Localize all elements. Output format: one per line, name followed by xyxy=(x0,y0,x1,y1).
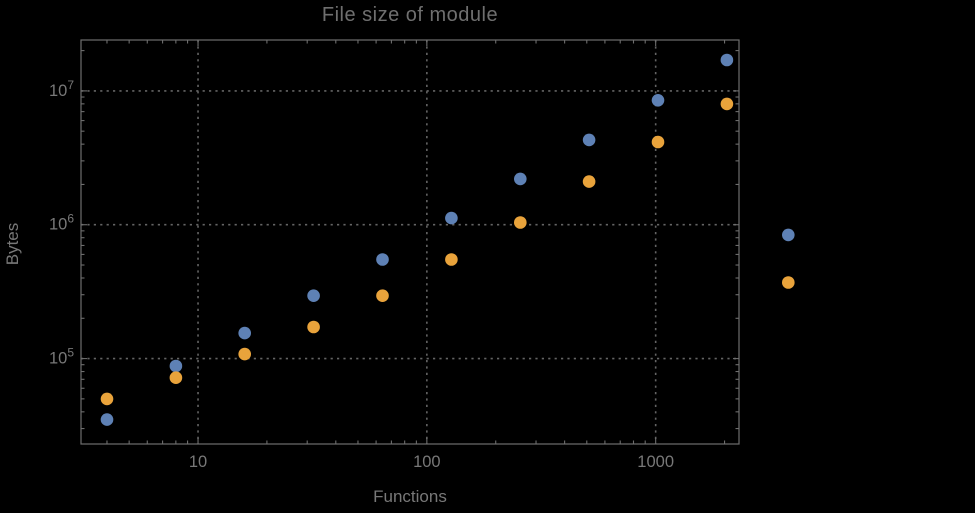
data-point xyxy=(376,253,389,266)
chart-title: File size of module xyxy=(321,4,499,26)
data-point xyxy=(307,289,320,303)
data-point xyxy=(782,276,795,289)
data-point xyxy=(582,175,596,188)
data-point xyxy=(445,211,458,225)
grid-lines xyxy=(81,40,739,444)
y-tick-label: 106 xyxy=(49,212,74,234)
data-point xyxy=(445,253,458,266)
data-point xyxy=(514,216,527,229)
x-tick-label: 1000 xyxy=(637,453,674,471)
series-2-orange-points xyxy=(100,97,795,406)
data-point xyxy=(720,53,734,67)
data-point xyxy=(651,135,665,149)
data-point xyxy=(376,289,389,303)
data-point xyxy=(782,228,795,242)
y-tick-label: 107 xyxy=(49,78,74,100)
data-point xyxy=(169,359,183,373)
plot-frame xyxy=(80,39,740,445)
data-point xyxy=(582,133,596,147)
data-point xyxy=(169,371,183,385)
data-point xyxy=(651,94,665,107)
axis-ticks xyxy=(81,40,739,444)
data-point xyxy=(307,320,320,334)
x-axis-label: Functions xyxy=(373,487,447,506)
x-tick-label: 10 xyxy=(189,453,207,471)
y-axis-label: Bytes xyxy=(3,222,22,266)
data-point xyxy=(514,172,527,186)
data-point xyxy=(720,97,734,111)
data-point xyxy=(100,392,114,406)
y-tick-label: 105 xyxy=(49,346,74,368)
data-point xyxy=(100,413,114,426)
data-point xyxy=(238,347,251,361)
series-1-blue-points xyxy=(100,53,795,426)
x-tick-label: 100 xyxy=(413,453,441,471)
x-tick-labels: 10 100 1000 xyxy=(189,453,674,471)
y-tick-labels: 105 106 107 xyxy=(49,78,74,368)
data-point xyxy=(238,326,251,340)
